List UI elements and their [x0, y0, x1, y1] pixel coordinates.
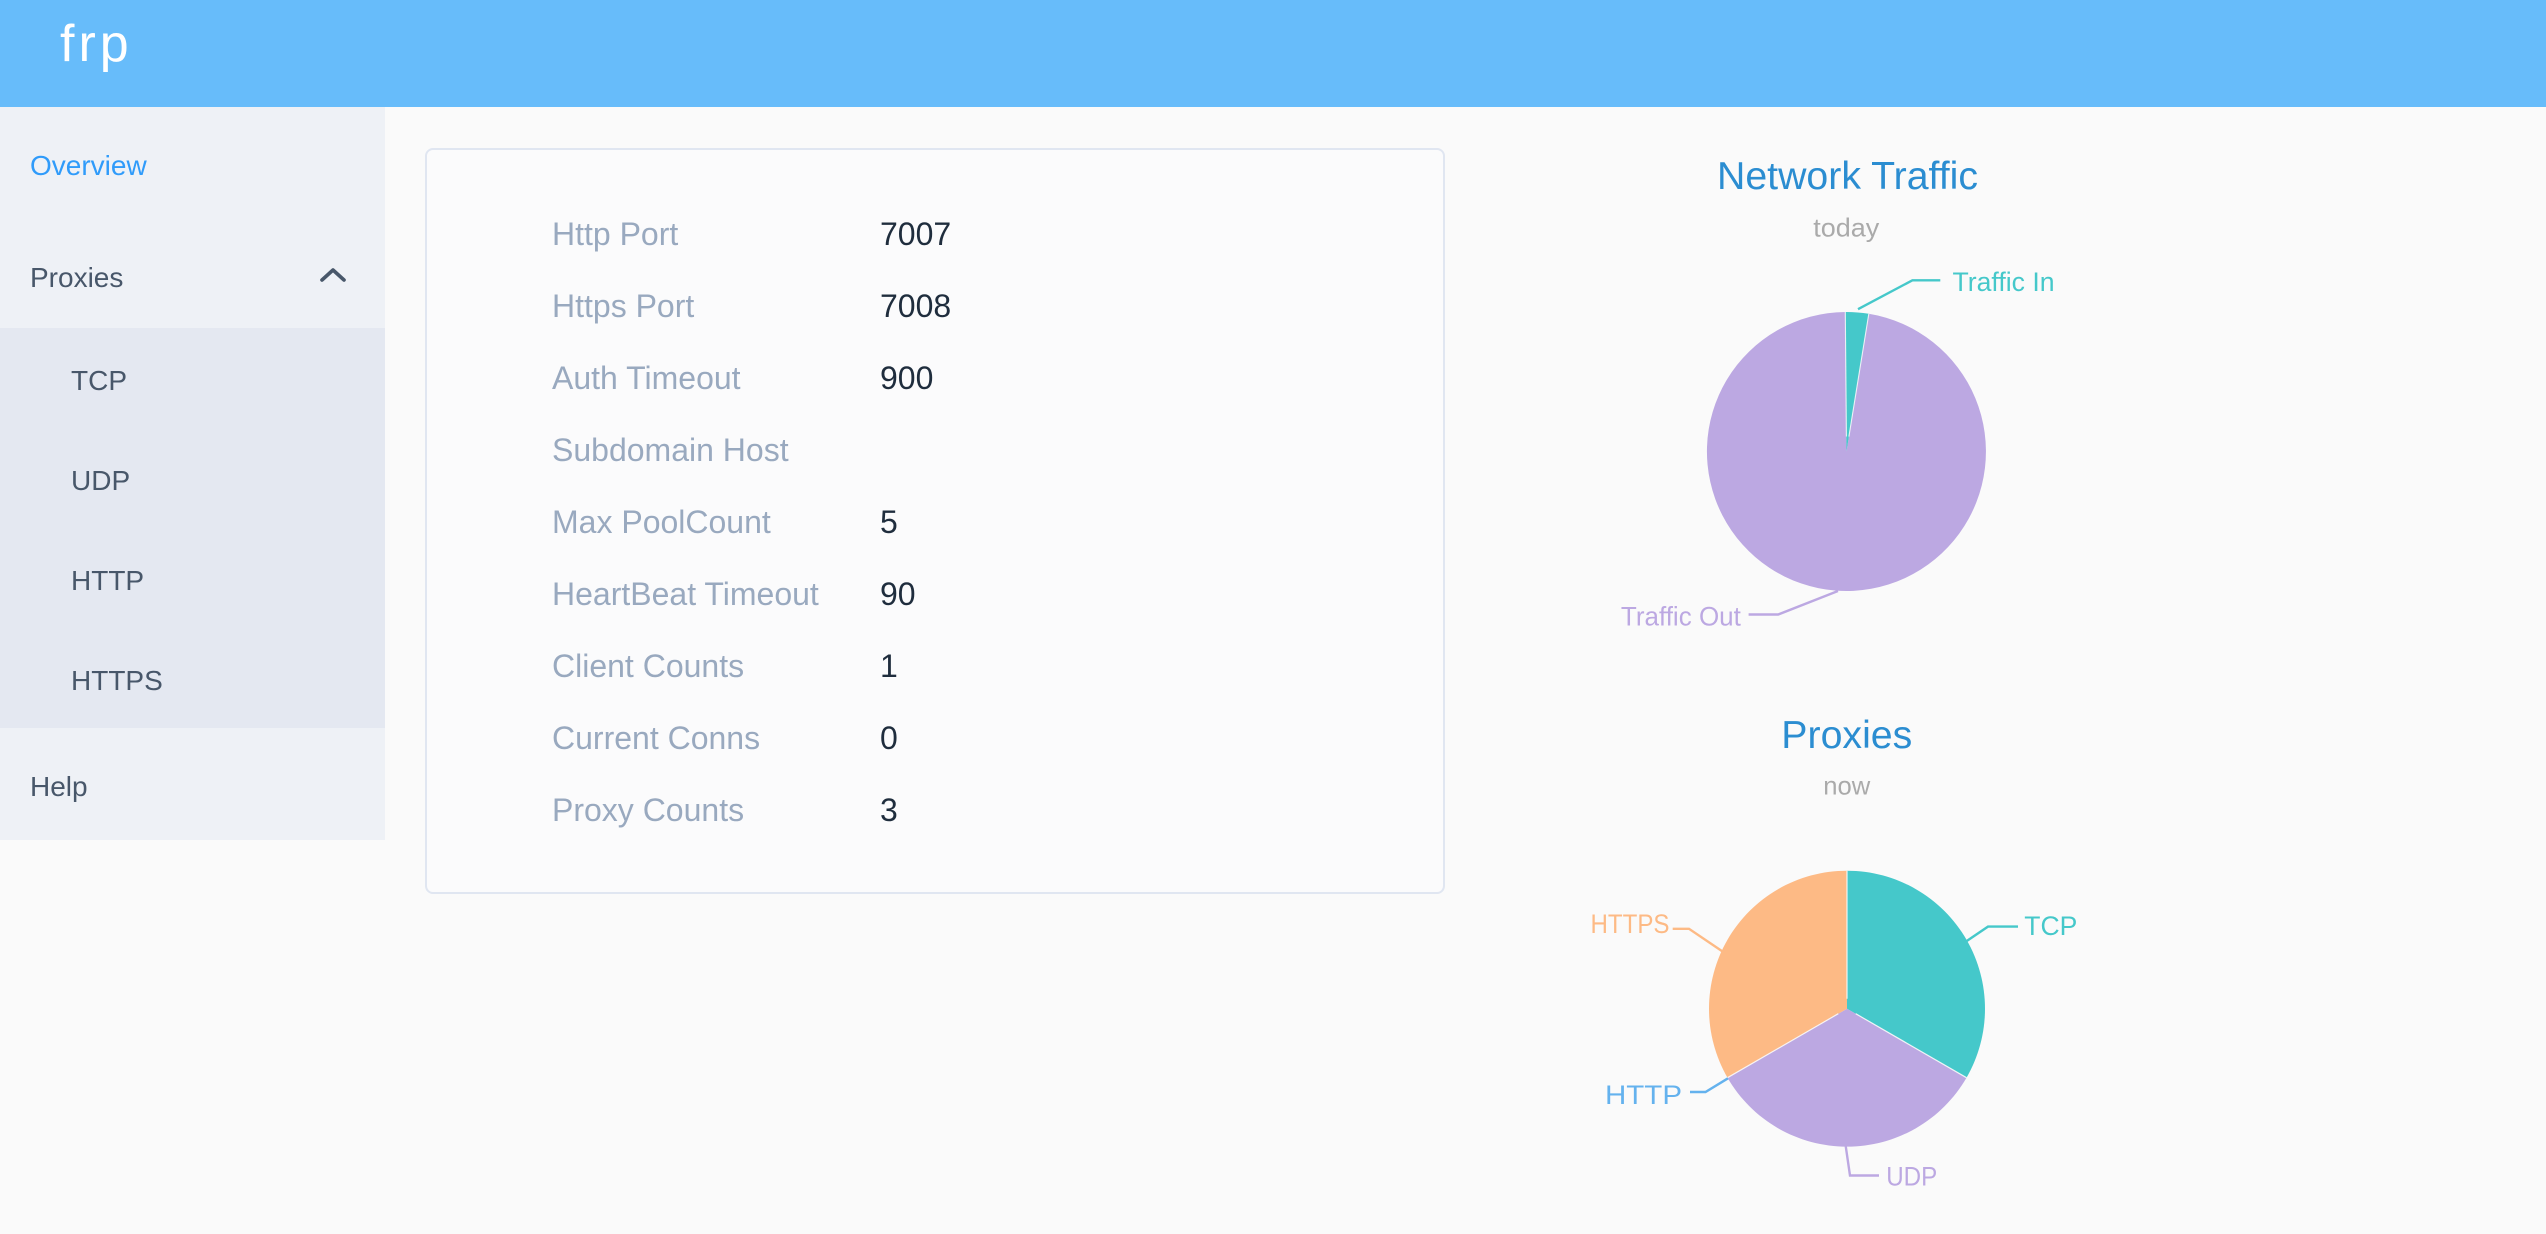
svg-text:now: now [1823, 771, 1870, 801]
svg-text:HTTP: HTTP [1605, 1080, 1682, 1110]
svg-text:HTTPS: HTTPS [1591, 909, 1670, 939]
svg-text:Traffic In: Traffic In [1953, 267, 2055, 297]
svg-text:Proxies: Proxies [1781, 714, 1912, 757]
svg-text:UDP: UDP [1886, 1162, 1937, 1192]
svg-text:today: today [1813, 213, 1879, 243]
svg-text:TCP: TCP [2024, 911, 2077, 941]
svg-text:Traffic Out: Traffic Out [1621, 602, 1741, 632]
svg-text:Network Traffic: Network Traffic [1717, 155, 1978, 198]
